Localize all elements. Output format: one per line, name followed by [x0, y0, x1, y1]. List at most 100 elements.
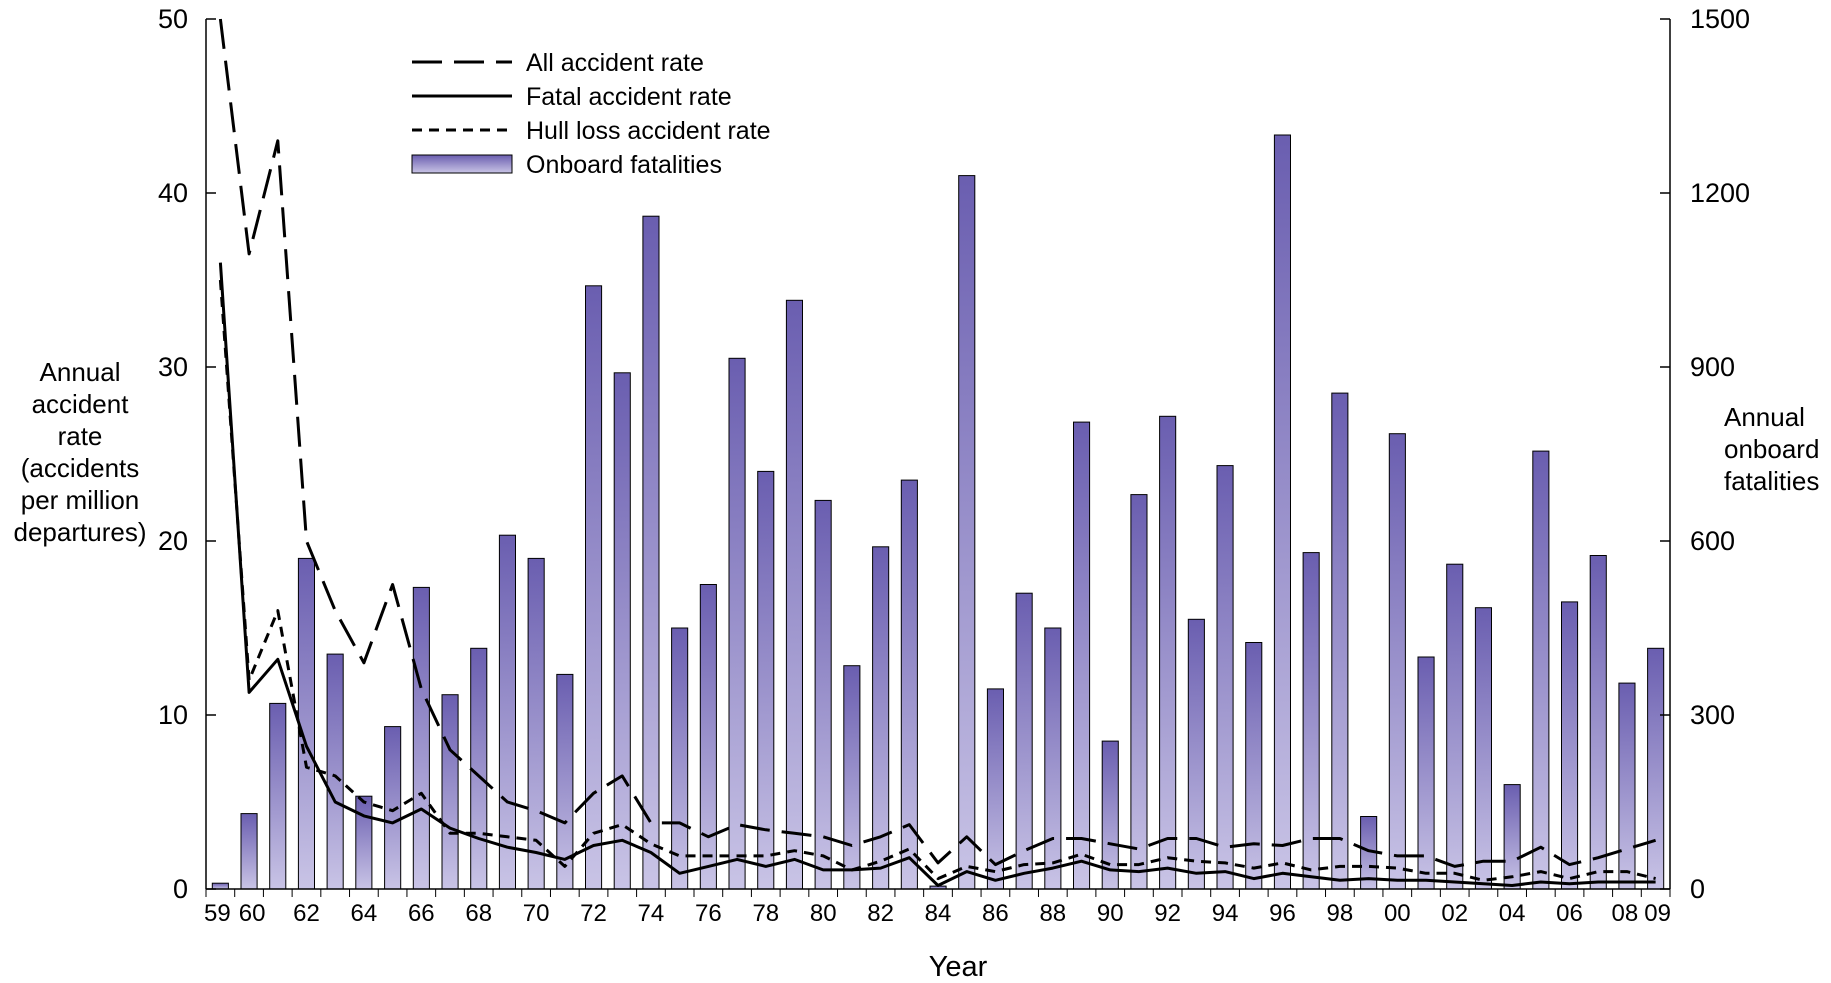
legend-label: Hull loss accident rate	[526, 117, 771, 145]
bar-2000	[1388, 433, 1406, 890]
right-axis-title-line: onboard	[1724, 434, 1819, 464]
bar-1994	[1216, 465, 1234, 890]
left-tick-label: 40	[158, 178, 188, 208]
bar-1979	[785, 299, 804, 890]
bar-1981	[843, 665, 861, 890]
right-axis-title-line: fatalities	[1724, 466, 1819, 496]
line-all-accident-rate	[218, 18, 1657, 868]
x-tick-label: 78	[752, 900, 779, 927]
bar-1987	[1015, 592, 1033, 890]
left-axis-title-line: per million	[21, 485, 140, 515]
axes: 0 10 20 30 40 50 0 300 600 900 1200 1500 59 60 62 64 66 6…	[158, 4, 1750, 927]
x-tick-label: 76	[695, 900, 722, 927]
bar-1998	[1331, 392, 1349, 890]
bar-2006	[1561, 601, 1579, 890]
bar-1986	[986, 688, 1005, 890]
bar-2003	[1474, 607, 1493, 890]
x-tick-label: 06	[1556, 900, 1583, 927]
legend-label: Fatal accident rate	[526, 83, 732, 111]
left-tick-label: 30	[158, 352, 188, 382]
bar-2004	[1503, 784, 1521, 890]
left-axis-title-line: accident	[32, 389, 130, 419]
x-tick-label: 00	[1384, 900, 1411, 927]
bar-1985	[958, 175, 976, 890]
bar-1968	[470, 647, 488, 890]
left-axis-title-line: Annual	[40, 357, 121, 387]
right-tick-label: 900	[1690, 352, 1735, 382]
x-tick-label: 92	[1154, 900, 1181, 927]
x-tick-label: 60	[239, 900, 266, 927]
x-tick-label: 84	[925, 900, 952, 927]
right-tick-label: 0	[1690, 874, 1705, 904]
x-tick-label: 59	[204, 900, 231, 927]
left-tick-label: 10	[158, 700, 188, 730]
bar-1975	[671, 627, 689, 890]
bar-1960	[240, 813, 258, 890]
x-tick-label: 72	[580, 900, 607, 927]
x-tick-label: 64	[351, 900, 378, 927]
x-tick-label: 68	[465, 900, 492, 927]
bar-2008	[1618, 682, 1636, 890]
bar-1962	[297, 557, 315, 890]
legend-label: Onboard fatalities	[526, 151, 722, 179]
x-tick-label: 08	[1612, 900, 1639, 927]
left-axis-title-line: rate	[58, 421, 103, 451]
right-axis-title-line: Annual	[1724, 402, 1805, 432]
x-tick-label: 02	[1441, 900, 1468, 927]
right-tick-label: 300	[1690, 700, 1735, 730]
right-tick-label: 1200	[1690, 178, 1750, 208]
right-tick-label: 600	[1690, 526, 1735, 556]
bar-1959	[211, 882, 229, 890]
bar-1967	[441, 694, 459, 890]
bar-1978	[757, 470, 775, 890]
bar-1976	[699, 584, 717, 890]
x-tick-label: 98	[1327, 900, 1354, 927]
x-tick-label: 66	[408, 900, 435, 927]
x-tick-label: 04	[1499, 900, 1526, 927]
line-fatal-accident-rate	[218, 262, 1656, 887]
x-tick-label: 62	[293, 900, 320, 927]
left-axis-title-line: departures)	[14, 517, 147, 547]
x-tick-label: 70	[523, 900, 550, 927]
x-tick-label: 74	[638, 900, 665, 927]
bar-1993	[1187, 618, 1205, 890]
bar-1980	[814, 499, 832, 890]
left-axis-title-line: (accidents	[21, 453, 140, 483]
bar-1995	[1245, 642, 1263, 890]
legend-swatch-bar	[411, 154, 513, 174]
bar-1992	[1159, 415, 1177, 890]
x-tick-label: 90	[1097, 900, 1124, 927]
rate-lines	[218, 18, 1657, 887]
right-tick-label: 1500	[1690, 4, 1750, 34]
x-tick-label: 86	[982, 900, 1009, 927]
bar-1963	[326, 653, 344, 890]
x-tick-label: 94	[1212, 900, 1239, 927]
line-hull-loss-accident-rate	[218, 279, 1656, 882]
bar-2009	[1647, 647, 1665, 890]
x-tick-label: 80	[810, 900, 837, 927]
bar-1989	[1073, 421, 1091, 890]
x-axis-title: Year	[929, 951, 988, 983]
bar-1974	[642, 215, 660, 890]
bar-1966	[412, 586, 430, 890]
bar-1991	[1130, 494, 1148, 890]
x-tick-label: 82	[867, 900, 894, 927]
bar-1973	[613, 372, 631, 890]
x-tick-label: 88	[1039, 900, 1066, 927]
bar-2007	[1589, 555, 1607, 890]
bar-2002	[1446, 563, 1464, 890]
x-tick-label: 09	[1644, 900, 1671, 927]
bar-2005	[1532, 450, 1550, 890]
left-tick-label: 50	[158, 4, 188, 34]
legend-label: All accident rate	[526, 49, 704, 77]
x-tick-label: 96	[1269, 900, 1296, 927]
bar-1961	[269, 702, 287, 890]
bar-1977	[728, 357, 746, 890]
bar-1988	[1044, 627, 1062, 890]
bar-1964	[355, 795, 373, 890]
fatality-bars	[211, 134, 1665, 890]
left-tick-label: 0	[173, 874, 188, 904]
bar-2001	[1417, 656, 1435, 890]
